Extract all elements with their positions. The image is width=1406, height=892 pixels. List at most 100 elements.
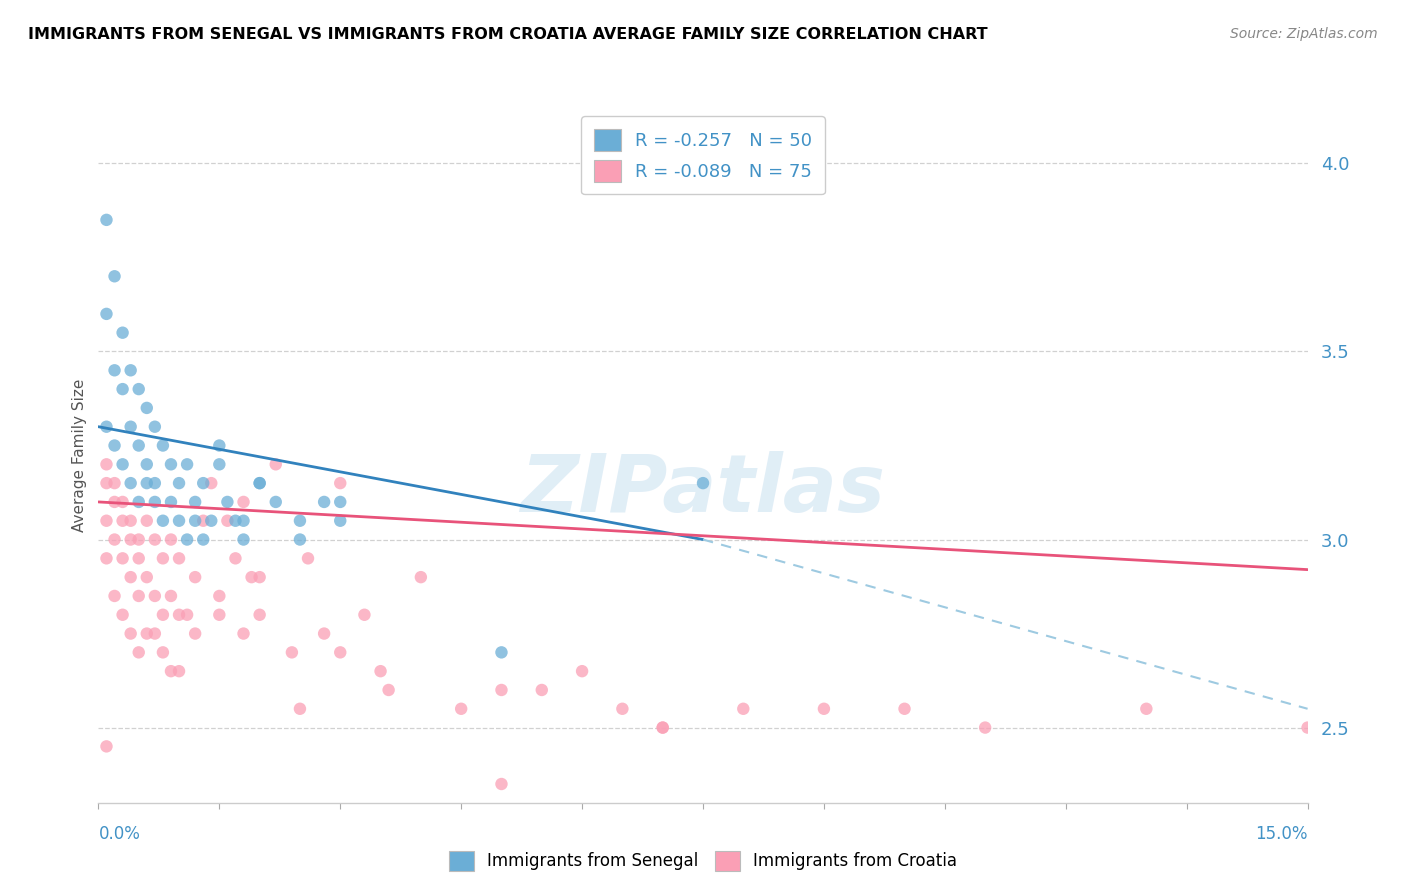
Point — [217, 495, 239, 509]
Point — [491, 645, 513, 659]
Point — [314, 495, 336, 509]
Point — [288, 702, 311, 716]
Point — [152, 514, 174, 528]
Point — [232, 514, 254, 528]
Point — [111, 514, 134, 528]
Point — [96, 419, 118, 434]
Point — [128, 551, 150, 566]
Point — [193, 514, 215, 528]
Point — [103, 533, 125, 547]
Point — [167, 514, 190, 528]
Point — [200, 476, 222, 491]
Point — [733, 702, 755, 716]
Text: 15.0%: 15.0% — [1256, 825, 1308, 843]
Point — [249, 570, 271, 584]
Point — [176, 458, 198, 472]
Point — [143, 533, 166, 547]
Point — [224, 551, 246, 566]
Point — [184, 514, 207, 528]
Point — [329, 495, 352, 509]
Point — [217, 514, 239, 528]
Point — [160, 533, 183, 547]
Point — [135, 401, 157, 415]
Point — [143, 495, 166, 509]
Point — [143, 419, 166, 434]
Point — [208, 607, 231, 622]
Point — [103, 476, 125, 491]
Point — [329, 645, 352, 659]
Point — [111, 458, 134, 472]
Point — [111, 607, 134, 622]
Point — [103, 269, 125, 284]
Point — [329, 514, 352, 528]
Point — [208, 589, 231, 603]
Point — [96, 739, 118, 754]
Point — [96, 514, 118, 528]
Point — [692, 476, 714, 491]
Point — [128, 382, 150, 396]
Point — [353, 607, 375, 622]
Point — [120, 476, 142, 491]
Point — [167, 551, 190, 566]
Point — [167, 664, 190, 678]
Point — [184, 570, 207, 584]
Point — [249, 607, 271, 622]
Point — [103, 438, 125, 452]
Point — [96, 307, 118, 321]
Point — [281, 645, 304, 659]
Text: IMMIGRANTS FROM SENEGAL VS IMMIGRANTS FROM CROATIA AVERAGE FAMILY SIZE CORRELATI: IMMIGRANTS FROM SENEGAL VS IMMIGRANTS FR… — [28, 27, 988, 42]
Point — [264, 458, 287, 472]
Point — [120, 626, 142, 640]
Point — [160, 664, 183, 678]
Point — [111, 326, 134, 340]
Point — [135, 476, 157, 491]
Point — [111, 382, 134, 396]
Point — [240, 570, 263, 584]
Point — [167, 607, 190, 622]
Point — [128, 495, 150, 509]
Point — [111, 495, 134, 509]
Point — [135, 570, 157, 584]
Point — [143, 626, 166, 640]
Point — [96, 476, 118, 491]
Point — [1296, 721, 1319, 735]
Point — [128, 589, 150, 603]
Point — [232, 626, 254, 640]
Point — [208, 458, 231, 472]
Point — [135, 626, 157, 640]
Point — [152, 551, 174, 566]
Point — [184, 495, 207, 509]
Point — [120, 363, 142, 377]
Point — [370, 664, 392, 678]
Point — [167, 476, 190, 491]
Point — [297, 551, 319, 566]
Point — [120, 570, 142, 584]
Point — [249, 476, 271, 491]
Point — [135, 458, 157, 472]
Point — [143, 476, 166, 491]
Point — [612, 702, 634, 716]
Point — [160, 458, 183, 472]
Point — [193, 533, 215, 547]
Point — [152, 438, 174, 452]
Point — [314, 626, 336, 640]
Point — [160, 589, 183, 603]
Point — [200, 514, 222, 528]
Point — [232, 495, 254, 509]
Point — [152, 607, 174, 622]
Point — [103, 589, 125, 603]
Point — [249, 476, 271, 491]
Point — [96, 212, 118, 227]
Point — [152, 645, 174, 659]
Point — [651, 721, 673, 735]
Point — [176, 533, 198, 547]
Point — [450, 702, 472, 716]
Point — [974, 721, 997, 735]
Text: 0.0%: 0.0% — [98, 825, 141, 843]
Point — [491, 777, 513, 791]
Point — [288, 533, 311, 547]
Point — [813, 702, 835, 716]
Point — [120, 533, 142, 547]
Point — [103, 363, 125, 377]
Point — [184, 626, 207, 640]
